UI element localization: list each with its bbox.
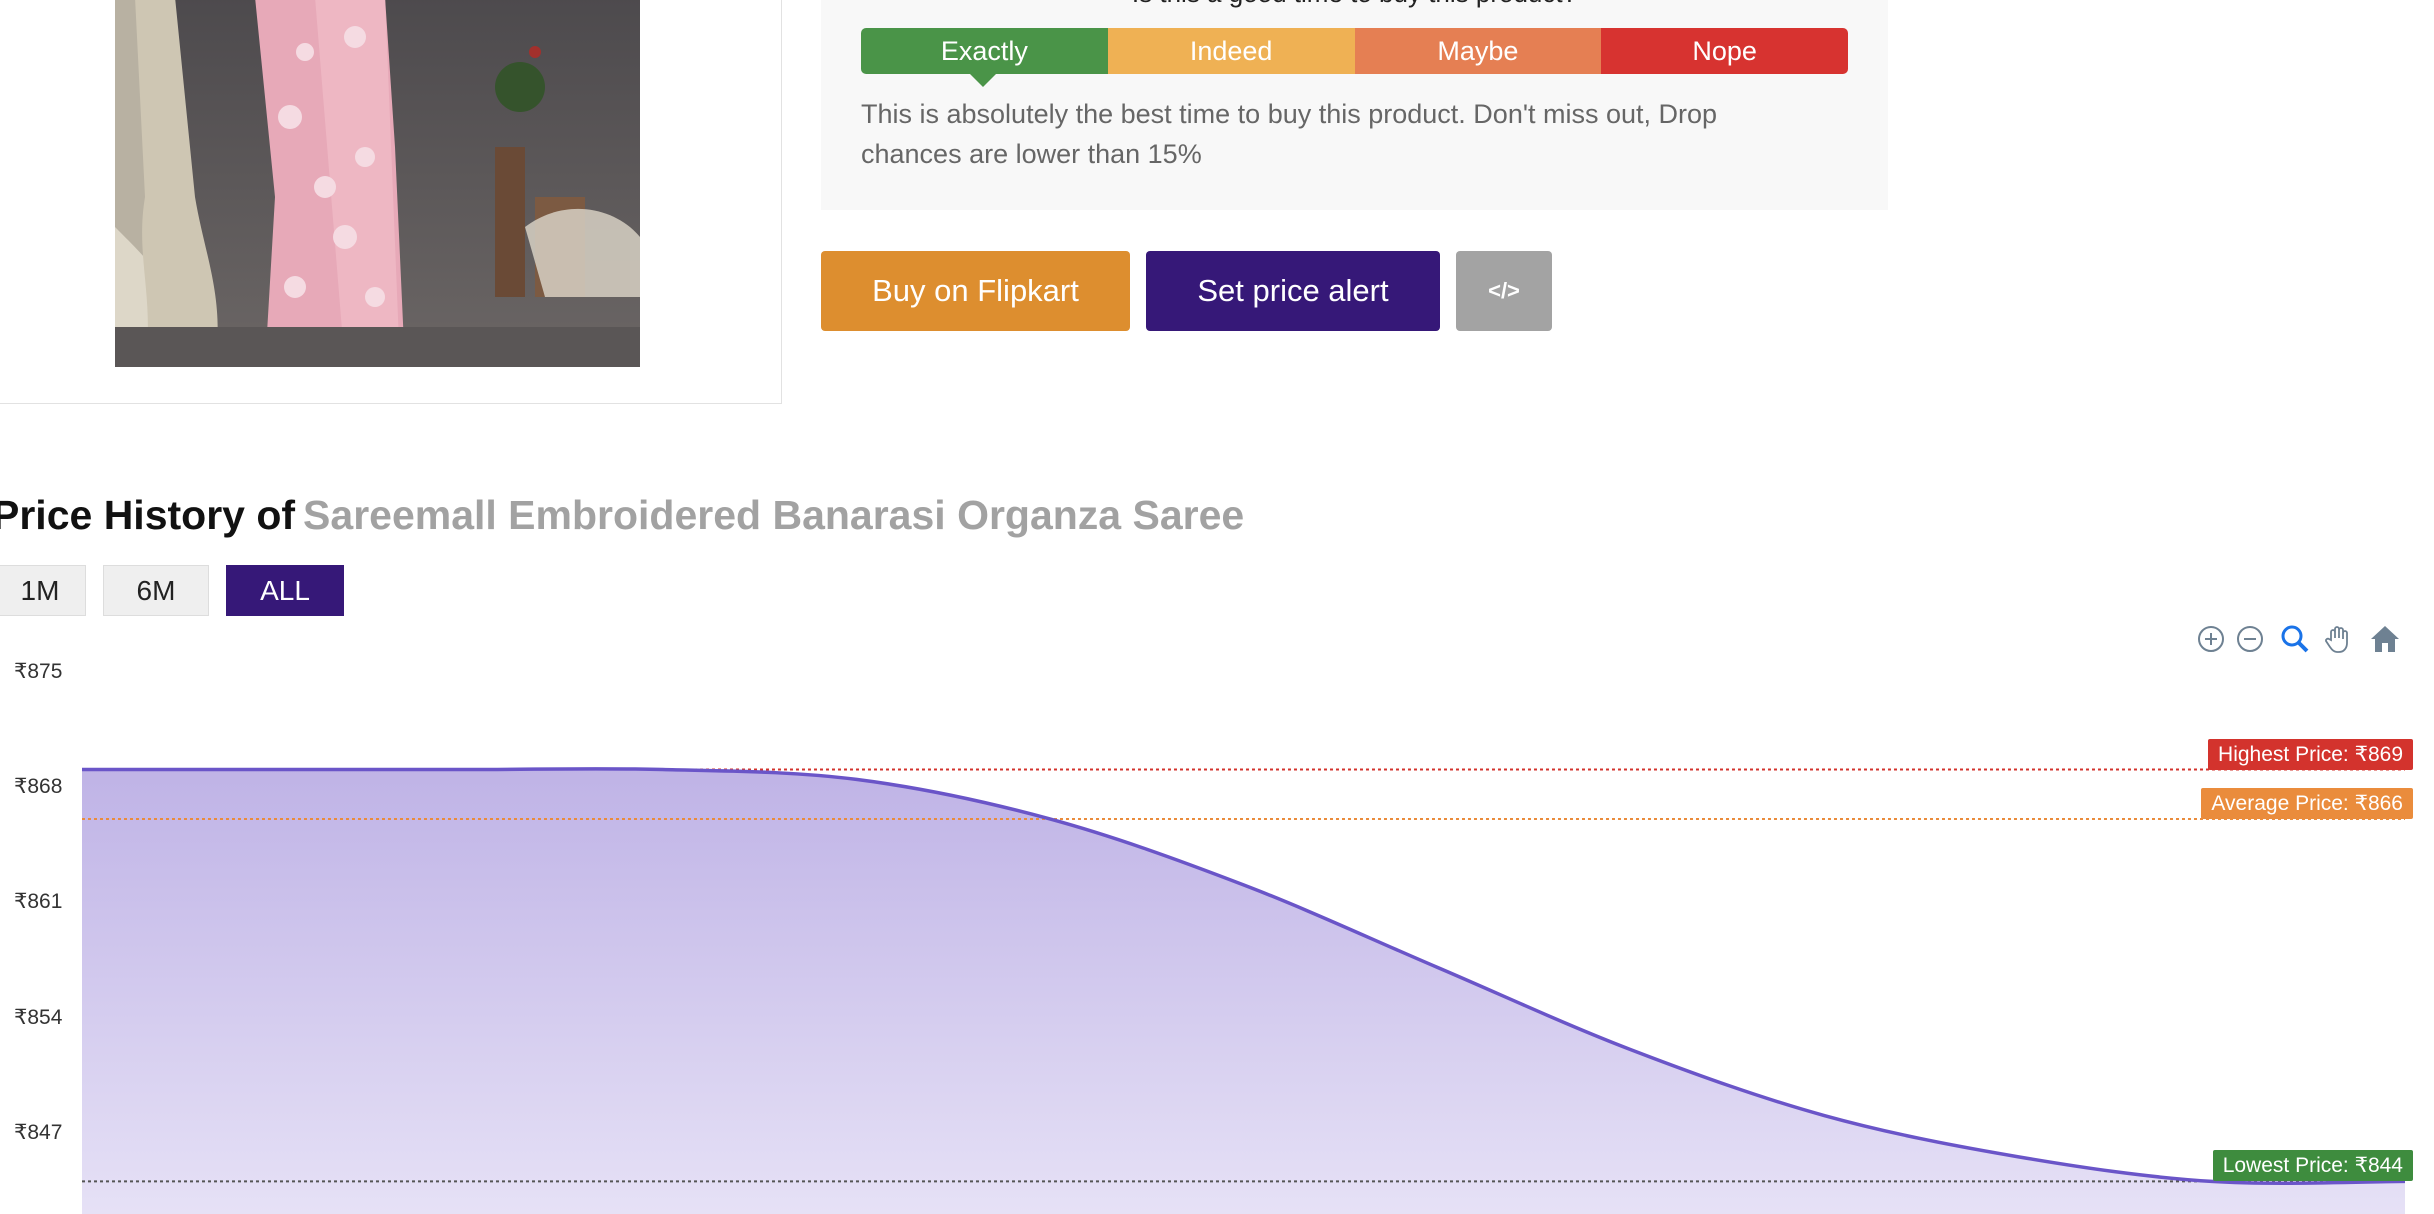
y-tick-label: ₹854 [14,1005,63,1029]
verdict-option-indeed: Indeed [1107,28,1355,74]
verdict-question: Is this a good time to buy this product? [821,0,1888,9]
highest-price-badge: Highest Price: ₹869 [2208,739,2413,770]
selection-zoom-icon[interactable] [2278,622,2312,656]
y-tick-label: ₹868 [14,775,63,798]
price-area-fill [82,768,2405,1214]
range-all-button[interactable]: ALL [226,565,344,616]
y-tick-label: ₹847 [14,1121,63,1144]
product-image-card [0,0,782,404]
embed-code-button[interactable]: </> [1456,251,1552,331]
buy-on-flipkart-button[interactable]: Buy on Flipkart [821,251,1130,331]
zoom-in-icon[interactable] [2194,622,2228,656]
verdict-scale: Exactly Indeed Maybe Nope [861,28,1848,74]
y-tick-label: ₹861 [14,890,63,914]
price-history-title: Price History of [0,492,296,538]
set-price-alert-button[interactable]: Set price alert [1146,251,1440,331]
verdict-option-nope: Nope [1601,28,1848,74]
lowest-price-badge: Lowest Price: ₹844 [2212,1150,2413,1181]
verdict-option-exactly: Exactly [861,28,1108,74]
verdict-description: This is absolutely the best time to buy … [861,99,1718,169]
pan-icon[interactable] [2321,622,2355,656]
buy-verdict-panel: Is this a good time to buy this product?… [821,0,1888,210]
reset-home-icon[interactable] [2368,622,2402,656]
verdict-selected-pointer [970,74,996,87]
y-tick-label: ₹875 [14,659,63,683]
price-history-product-name: Sareemall Embroidered Banarasi Organza S… [303,492,1245,538]
range-6m-button[interactable]: 6M [103,565,209,616]
price-history-heading: Price History of Sareemall Embroidered Ba… [0,492,1244,539]
range-1m-button[interactable]: 1M [0,565,86,616]
product-image [115,0,640,367]
zoom-out-icon[interactable] [2233,622,2267,656]
price-line [82,767,2406,1186]
verdict-option-maybe: Maybe [1354,28,1602,74]
average-price-badge: Average Price: ₹866 [2201,788,2413,819]
